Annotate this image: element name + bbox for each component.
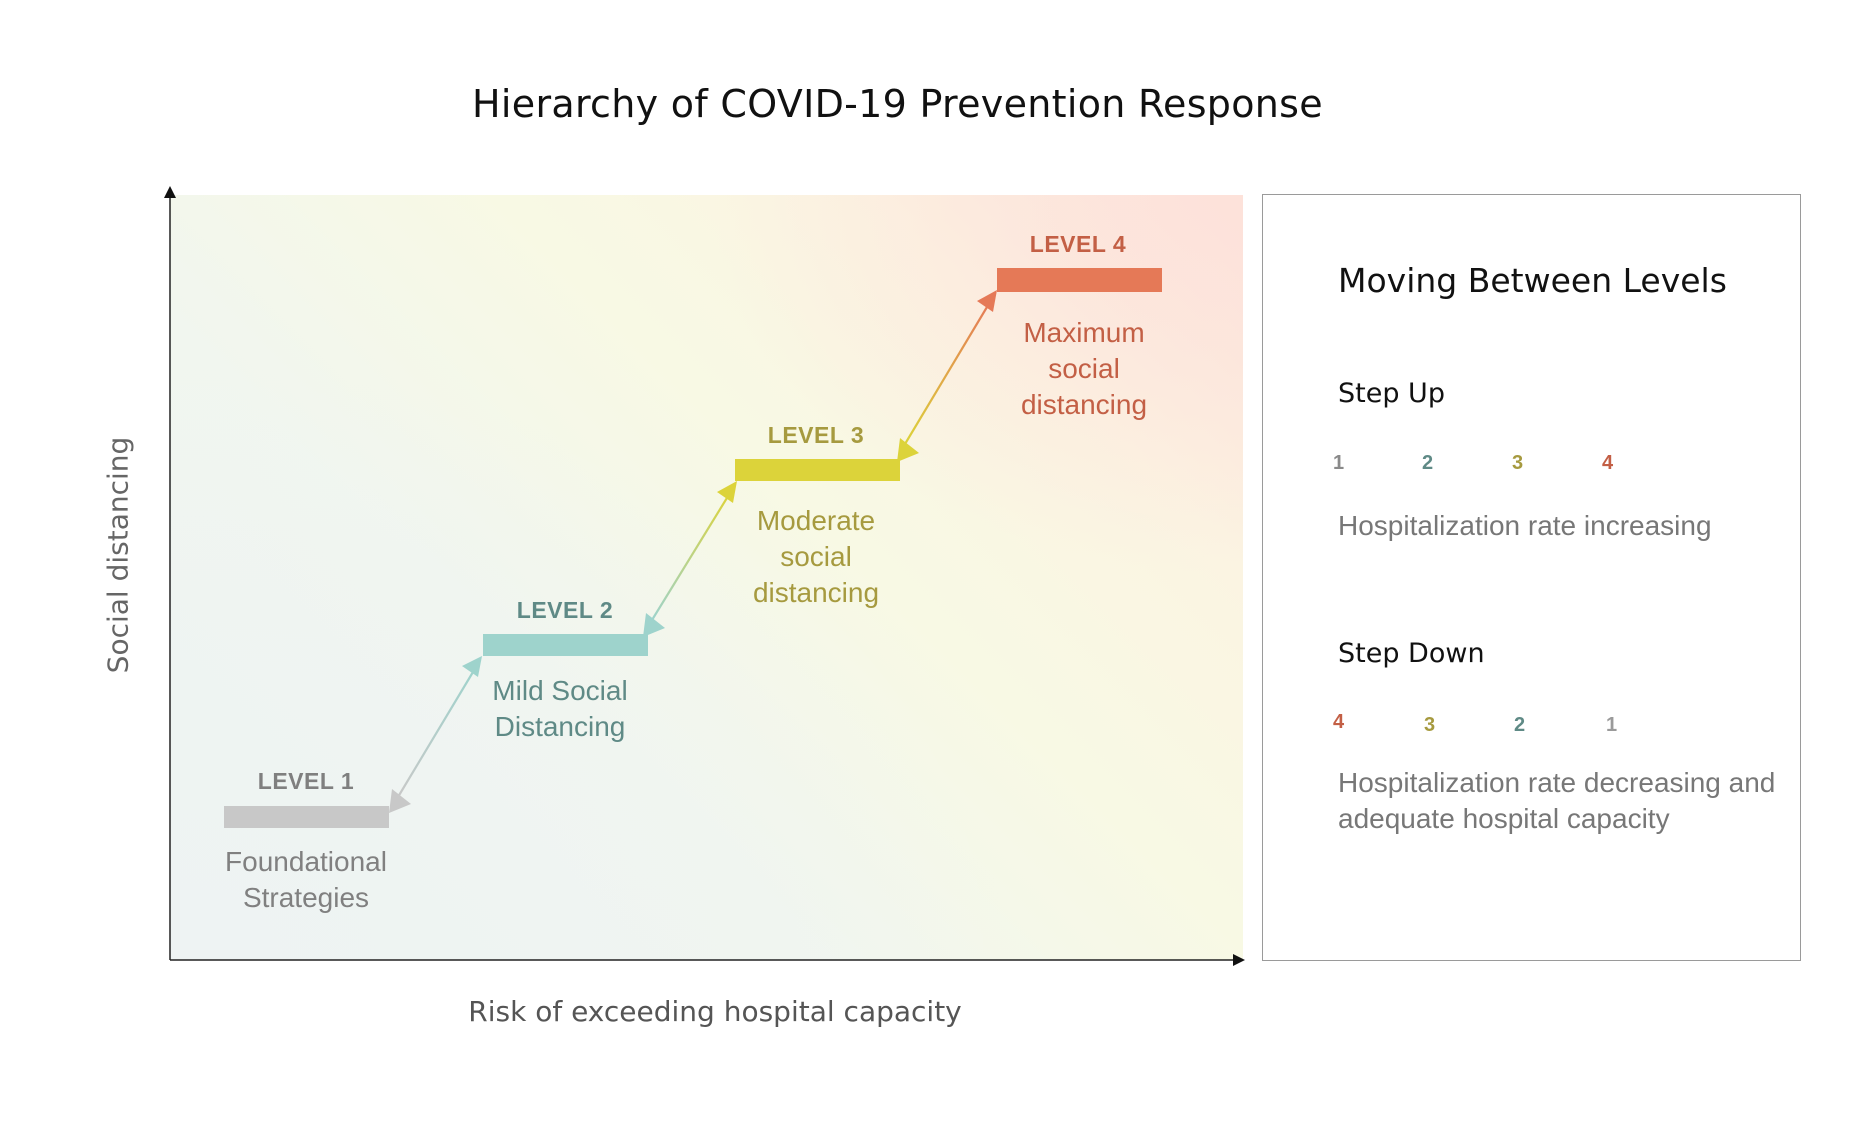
step-down-description: Hospitalization rate decreasing and adeq…	[1338, 767, 1776, 834]
chart-title: Hierarchy of COVID-19 Prevention Respons…	[472, 82, 1323, 126]
level-2-label: LEVEL 2	[516, 597, 614, 623]
step-up-number-2: 2	[1422, 452, 1434, 474]
level-1-label: LEVEL 1	[257, 768, 355, 794]
level-3-label: LEVEL 3	[767, 422, 865, 448]
step-down-number-2: 2	[1514, 714, 1526, 736]
connector-1-2-arrowhead-down	[389, 789, 411, 813]
connector-1-2	[397, 666, 477, 798]
level-4-bar	[997, 268, 1162, 292]
step-up-description: Hospitalization rate increasing	[1338, 510, 1712, 541]
x-axis-arrowhead	[1233, 954, 1245, 966]
level-3-bar	[735, 459, 900, 481]
connector-1-2-arrowhead-up	[462, 656, 482, 677]
connector-2-3	[651, 492, 731, 621]
y-axis-arrowhead	[164, 186, 176, 198]
step-down-heading: Step Down	[1338, 638, 1485, 669]
x-axis-label: Risk of exceeding hospital capacity	[468, 995, 962, 1028]
step-down-number-4: 4	[1333, 711, 1345, 733]
step-up-number-1: 1	[1333, 452, 1345, 474]
chart-gradient-background	[170, 195, 1243, 960]
step-up-number-4: 4	[1602, 452, 1614, 474]
level-4-label: LEVEL 4	[1029, 231, 1127, 257]
legend-panel: Moving Between Levels Step Up Hospitaliz…	[1262, 194, 1801, 961]
level-3-description: Moderate social distancing	[752, 505, 880, 608]
connector-3-4-arrowhead-up	[977, 290, 997, 312]
connector-2-3-arrowhead-down	[643, 613, 665, 637]
step-up-number-3: 3	[1512, 452, 1524, 474]
level-4-description: Maximum social distancing	[1020, 317, 1148, 420]
connector-2-3-arrowhead-up	[717, 481, 737, 503]
level-2-description: Mild Social Distancing	[492, 675, 628, 742]
legend-title: Moving Between Levels	[1338, 261, 1727, 300]
connector-3-4	[904, 301, 991, 445]
y-axis-label: Social distancing	[101, 436, 135, 674]
step-down-number-3: 3	[1424, 714, 1436, 736]
step-down-number-1: 1	[1606, 714, 1618, 736]
level-1-bar	[224, 806, 389, 828]
step-up-heading: Step Up	[1338, 378, 1445, 409]
level-1-description: Foundational Strategies	[225, 846, 387, 913]
connector-3-4-arrowhead-down	[897, 438, 919, 462]
level-2-bar	[483, 634, 648, 656]
